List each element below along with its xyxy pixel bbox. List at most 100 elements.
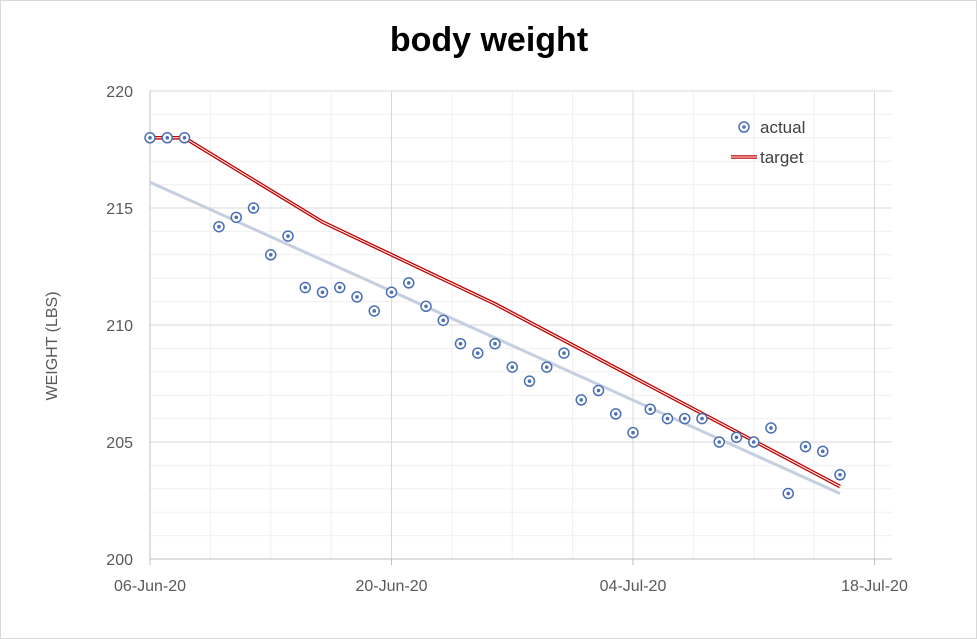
actual-point [178, 132, 191, 144]
actual-point [592, 384, 605, 397]
actual-point [265, 249, 277, 261]
actual-point [472, 347, 484, 359]
chart-title: body weight [390, 21, 588, 59]
actual-point-dot [838, 472, 842, 477]
actual-point-dot [665, 416, 670, 421]
actual-point-dot [182, 136, 187, 140]
trendline-line [149, 180, 841, 495]
actual-point-dot [510, 365, 515, 369]
actual-point-dot [475, 351, 480, 355]
actual-point [403, 277, 415, 289]
legend-actual-marker [738, 121, 750, 133]
actual-point-dot [717, 440, 722, 444]
y-tick-label: 200 [106, 552, 133, 569]
actual-point-dot [251, 206, 256, 210]
legend-target-label: target [760, 148, 804, 167]
y-tick-label: 210 [106, 318, 133, 335]
actual-point-dot [682, 416, 687, 421]
actual-point [627, 426, 639, 439]
actual-point-dot [303, 285, 308, 290]
trendline [149, 180, 841, 495]
axes: 200 205 210 215 220 06-Jun-20 20-Jun-20 04-Jul-… [106, 84, 908, 595]
actual-point-dot [769, 426, 773, 430]
y-axis-title: WEIGHT (LBS) [44, 291, 61, 400]
actual-point [679, 412, 691, 425]
actual-point [558, 347, 570, 359]
actual-point [523, 375, 536, 387]
actual-point-dot [786, 491, 791, 496]
actual-point [144, 132, 156, 144]
actual-point-dot [803, 444, 808, 449]
x-tick-label: 18-Jul-20 [841, 578, 908, 595]
actual-point [420, 300, 432, 313]
actual-point-dot [148, 136, 152, 140]
actual-point [644, 403, 656, 415]
y-tick-label: 215 [106, 201, 133, 218]
actual-point-dot [165, 136, 170, 140]
actual-point-dot [700, 416, 704, 421]
actual-point-dot [751, 440, 756, 444]
actual-point-dot [389, 290, 394, 295]
actual-point [213, 220, 225, 233]
actual-point-dot [406, 281, 411, 285]
x-tick-label: 04-Jul-20 [600, 578, 667, 595]
actual-point [748, 436, 760, 448]
actual-point-dot [355, 295, 359, 299]
actual-point-dot [217, 224, 221, 229]
actual-point [506, 361, 518, 373]
actual-point [437, 314, 449, 327]
actual-point [316, 286, 329, 298]
actual-point-dot [631, 430, 635, 435]
x-tick-label: 20-Jun-20 [355, 578, 427, 595]
actual-point [696, 412, 708, 425]
actual-point [730, 431, 743, 444]
actual-point-dot [596, 388, 601, 393]
actual-point-dot [527, 379, 532, 383]
actual-point-dot [372, 309, 377, 313]
y-tick-label: 220 [106, 84, 133, 101]
actual-point-dot [493, 341, 497, 346]
actual-point [161, 132, 173, 144]
actual-point-dot [648, 407, 653, 412]
actual-point-dot [820, 449, 825, 454]
actual-point-dot [424, 304, 428, 309]
actual-point [385, 286, 398, 298]
actual-point-dot [320, 290, 325, 295]
actual-point [834, 469, 846, 481]
actual-point [299, 281, 311, 294]
actual-point-dot [544, 365, 549, 369]
actual-point-dot [441, 318, 446, 323]
legend-actual-label: actual [760, 118, 805, 137]
actual-point [575, 394, 587, 406]
x-tick-label: 06-Jun-20 [114, 578, 186, 595]
legend: actual target [731, 118, 805, 167]
actual-point-dot [579, 398, 584, 402]
actual-point [817, 445, 829, 458]
actual-point [247, 202, 260, 214]
actual-point-dot [613, 412, 618, 416]
actual-point-dot [458, 341, 463, 346]
actual-point [765, 422, 777, 434]
actual-point-dot [562, 351, 566, 355]
actual-series [144, 132, 846, 500]
y-tick-label: 205 [106, 435, 133, 452]
actual-point [368, 305, 380, 317]
actual-point [351, 291, 363, 303]
actual-point-dot [234, 215, 239, 220]
actual-point-dot [286, 234, 290, 238]
actual-point [610, 408, 622, 420]
legend-actual-marker-dot [742, 125, 746, 129]
actual-point-dot [268, 253, 273, 257]
actual-point-dot [734, 435, 739, 440]
actual-point [541, 361, 553, 373]
actual-point [782, 487, 794, 500]
actual-point [282, 230, 294, 242]
actual-point [713, 436, 725, 448]
actual-point [799, 440, 812, 453]
actual-point-dot [337, 285, 342, 290]
actual-point [334, 281, 346, 294]
actual-point [661, 412, 674, 425]
actual-point [230, 211, 242, 224]
